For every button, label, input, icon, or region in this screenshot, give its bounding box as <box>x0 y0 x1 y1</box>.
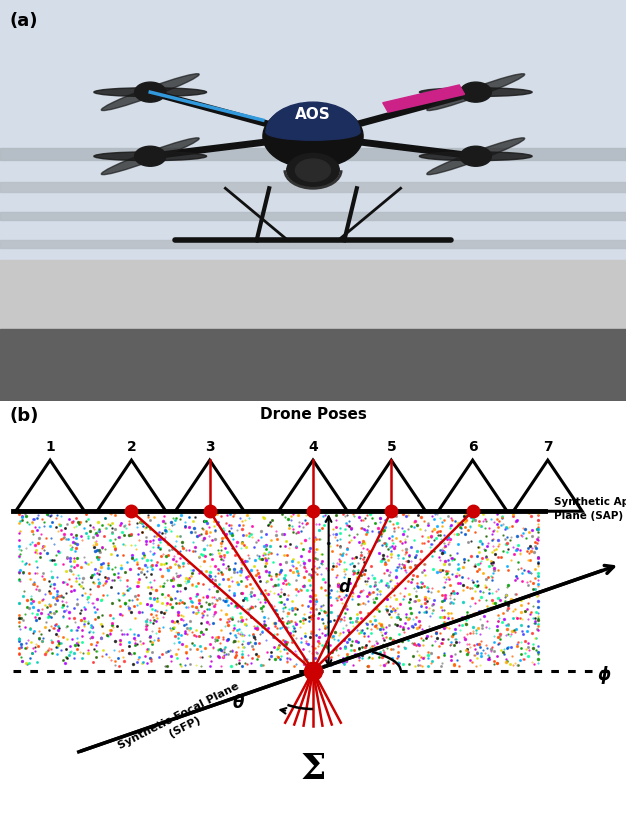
Text: (b): (b) <box>9 407 39 425</box>
Text: Synthetic Focal Plane
(SFP): Synthetic Focal Plane (SFP) <box>116 681 247 762</box>
Bar <box>0 260 626 401</box>
Ellipse shape <box>419 88 532 97</box>
Text: (a): (a) <box>9 12 38 30</box>
Bar <box>382 85 464 112</box>
Ellipse shape <box>427 138 525 174</box>
Text: 6: 6 <box>468 439 478 453</box>
Ellipse shape <box>266 124 360 140</box>
Circle shape <box>135 146 166 166</box>
Text: 2: 2 <box>126 439 136 453</box>
Text: d: d <box>338 577 350 596</box>
Text: AOS: AOS <box>295 107 331 121</box>
Wedge shape <box>266 102 360 132</box>
Circle shape <box>263 104 363 169</box>
Ellipse shape <box>101 74 199 111</box>
Bar <box>0 240 626 249</box>
Text: ϕ: ϕ <box>598 666 611 684</box>
Bar <box>0 0 626 260</box>
Text: θ: θ <box>232 694 244 712</box>
Bar <box>0 212 626 221</box>
Text: 4: 4 <box>308 439 318 453</box>
Text: Σ: Σ <box>300 752 326 786</box>
Ellipse shape <box>419 152 532 160</box>
Text: Drone Poses: Drone Poses <box>260 407 366 422</box>
Circle shape <box>287 154 339 187</box>
Text: 1: 1 <box>45 439 55 453</box>
Circle shape <box>460 146 491 166</box>
Bar <box>0 183 626 192</box>
Text: 3: 3 <box>205 439 215 453</box>
Text: Synthetic Aperture
Plane (SAP): Synthetic Aperture Plane (SAP) <box>554 497 626 520</box>
Ellipse shape <box>94 88 207 97</box>
Circle shape <box>295 159 331 182</box>
Ellipse shape <box>94 152 207 160</box>
Circle shape <box>460 82 491 102</box>
Circle shape <box>135 82 166 102</box>
Text: 5: 5 <box>386 439 396 453</box>
Text: 7: 7 <box>543 439 553 453</box>
Ellipse shape <box>101 138 199 174</box>
Bar <box>0 148 626 160</box>
Ellipse shape <box>427 74 525 111</box>
Bar <box>0 329 626 401</box>
